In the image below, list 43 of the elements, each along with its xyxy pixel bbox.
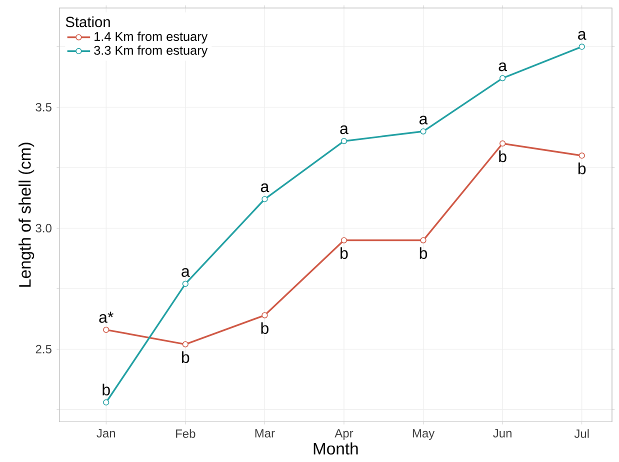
x-tick-label: Mar: [255, 429, 275, 438]
point: [182, 341, 188, 348]
x-tick-label: Apr: [334, 429, 354, 440]
y-tick-label: 3.0: [36, 224, 52, 232]
point: [262, 312, 268, 318]
annotation: b: [499, 150, 506, 162]
point: [578, 44, 585, 50]
point: [420, 237, 426, 244]
point: [103, 399, 110, 406]
point: [182, 280, 188, 287]
point: [578, 152, 585, 159]
legend-title: Station: [66, 16, 110, 28]
x-tick-label: Jul: [574, 429, 589, 438]
annotation: a: [182, 268, 190, 277]
y-tick-label: 3.5: [36, 102, 52, 112]
annotation: b: [261, 322, 268, 334]
annotation: b: [420, 247, 428, 259]
x-axis-title: Month: [314, 442, 358, 455]
point: [340, 138, 348, 144]
point: [420, 128, 426, 134]
y-axis-title: Length of shell (cm): [18, 142, 34, 287]
point: [262, 196, 268, 202]
point: [103, 326, 110, 333]
x-tick-label: Feb: [176, 429, 196, 438]
annotation: a: [260, 183, 270, 192]
x-tick-label: Jan: [96, 429, 116, 438]
annotation: a: [420, 116, 428, 124]
annotation: a: [498, 62, 508, 72]
annotation: a*: [99, 312, 114, 323]
annotation: b: [102, 384, 110, 396]
annotation: b: [340, 247, 348, 259]
annotation: a: [578, 31, 586, 40]
point: [500, 140, 506, 147]
annotation: b: [182, 351, 190, 363]
point: [340, 237, 348, 244]
x-tick-label: May: [412, 429, 435, 440]
point: [500, 75, 506, 82]
legend-label: 3.3 Km from estuary: [94, 46, 208, 58]
annotation: b: [578, 162, 586, 174]
annotation: a: [340, 125, 348, 134]
x-tick-label: Jun: [493, 429, 512, 438]
y-tick-label: 2.5: [36, 344, 52, 354]
legend-label: 1.4 Km from estuary: [94, 32, 208, 44]
